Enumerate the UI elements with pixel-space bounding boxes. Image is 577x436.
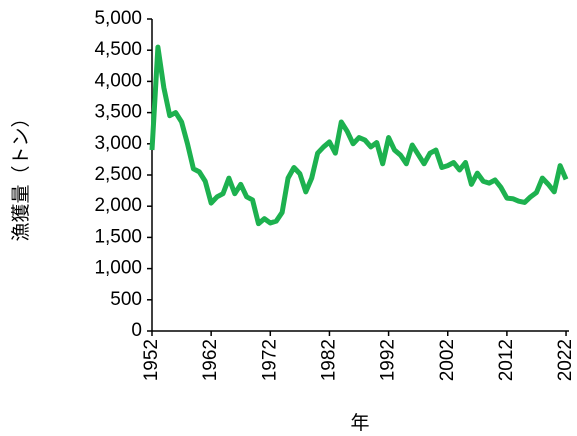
y-tick-label: 4,000 <box>94 70 142 91</box>
x-tick-label: 1982 <box>318 339 339 381</box>
y-tick-label: 4,500 <box>94 39 142 60</box>
x-tick-label: 1972 <box>259 339 280 381</box>
x-tick-label: 1992 <box>378 339 399 381</box>
y-tick-label: 2,500 <box>94 164 142 185</box>
y-tick-label: 1,500 <box>94 226 142 247</box>
x-tick-label: 1952 <box>141 339 162 381</box>
y-tick-label: 3,000 <box>94 133 142 154</box>
data-line <box>149 44 569 227</box>
x-axis-label: 年 <box>350 412 369 434</box>
y-tick-label: 5,000 <box>94 8 142 29</box>
y-tick-label: 3,500 <box>94 102 142 123</box>
x-tick-label: 1962 <box>200 339 221 381</box>
y-axis-label: 漁獲量（トン） <box>10 108 32 241</box>
x-tick-label: 2022 <box>555 339 576 381</box>
y-tick-label: 1,000 <box>94 258 142 279</box>
y-tick-label: 500 <box>110 289 142 310</box>
y-tick-label: 0 <box>131 320 142 341</box>
x-tick-label: 2002 <box>437 339 458 381</box>
y-tick-label: 2,000 <box>94 195 142 216</box>
x-tick-label: 2012 <box>496 339 517 381</box>
